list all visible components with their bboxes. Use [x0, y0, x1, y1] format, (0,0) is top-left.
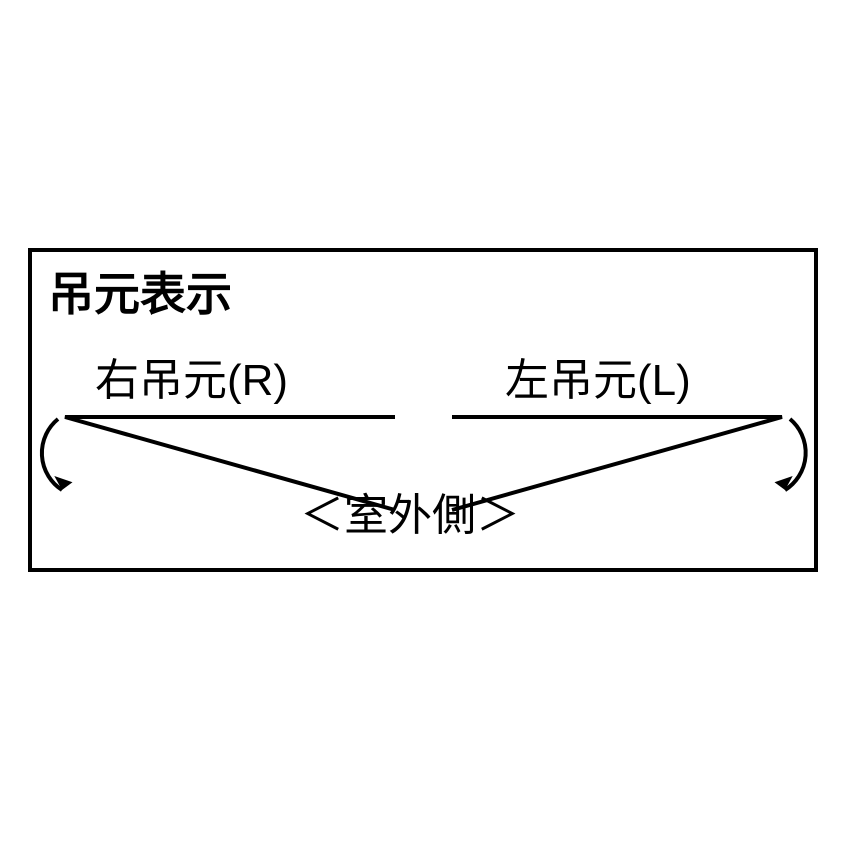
right-swing-path [452, 417, 782, 510]
left-swing-path [65, 417, 395, 510]
left-hinge-label: 左吊元(L) [505, 356, 691, 405]
diagram-canvas: 吊元表示 右吊元(R) 左吊元(L) ＜室外側＞ [0, 0, 846, 846]
diagram-svg: 吊元表示 右吊元(R) 左吊元(L) ＜室外側＞ [0, 0, 846, 846]
right-hinge-label: 右吊元(R) [95, 356, 288, 405]
diagram-title: 吊元表示 [48, 268, 232, 320]
